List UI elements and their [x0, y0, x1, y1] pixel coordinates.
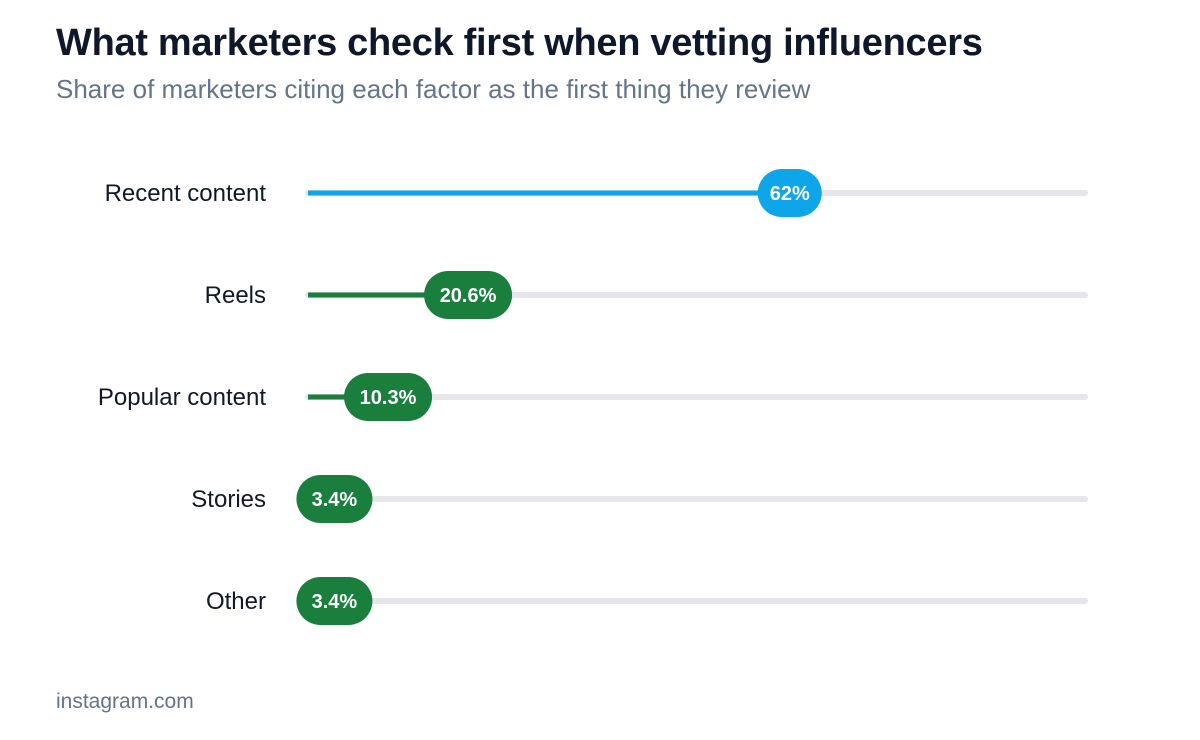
category-label: Reels: [205, 282, 266, 309]
category-label: Popular content: [98, 384, 266, 411]
source-label: instagram.com: [56, 690, 194, 713]
value-pill: [424, 271, 513, 319]
value-pill: [296, 577, 373, 625]
value-pill: [296, 475, 373, 523]
category-label: Stories: [191, 486, 266, 513]
value-label: 3.4%: [312, 489, 358, 511]
value-label: 10.3%: [360, 387, 417, 409]
value-pill: [344, 373, 433, 421]
category-label: Other: [206, 588, 266, 615]
category-label: Recent content: [105, 180, 267, 207]
value-label: 62%: [770, 183, 810, 205]
chart-subtitle: Share of marketers citing each factor as…: [56, 74, 811, 104]
value-label: 20.6%: [440, 285, 497, 307]
value-pill: [757, 169, 822, 217]
value-label: 3.4%: [312, 591, 358, 613]
chart-title: What marketers check first when vetting …: [56, 22, 983, 64]
